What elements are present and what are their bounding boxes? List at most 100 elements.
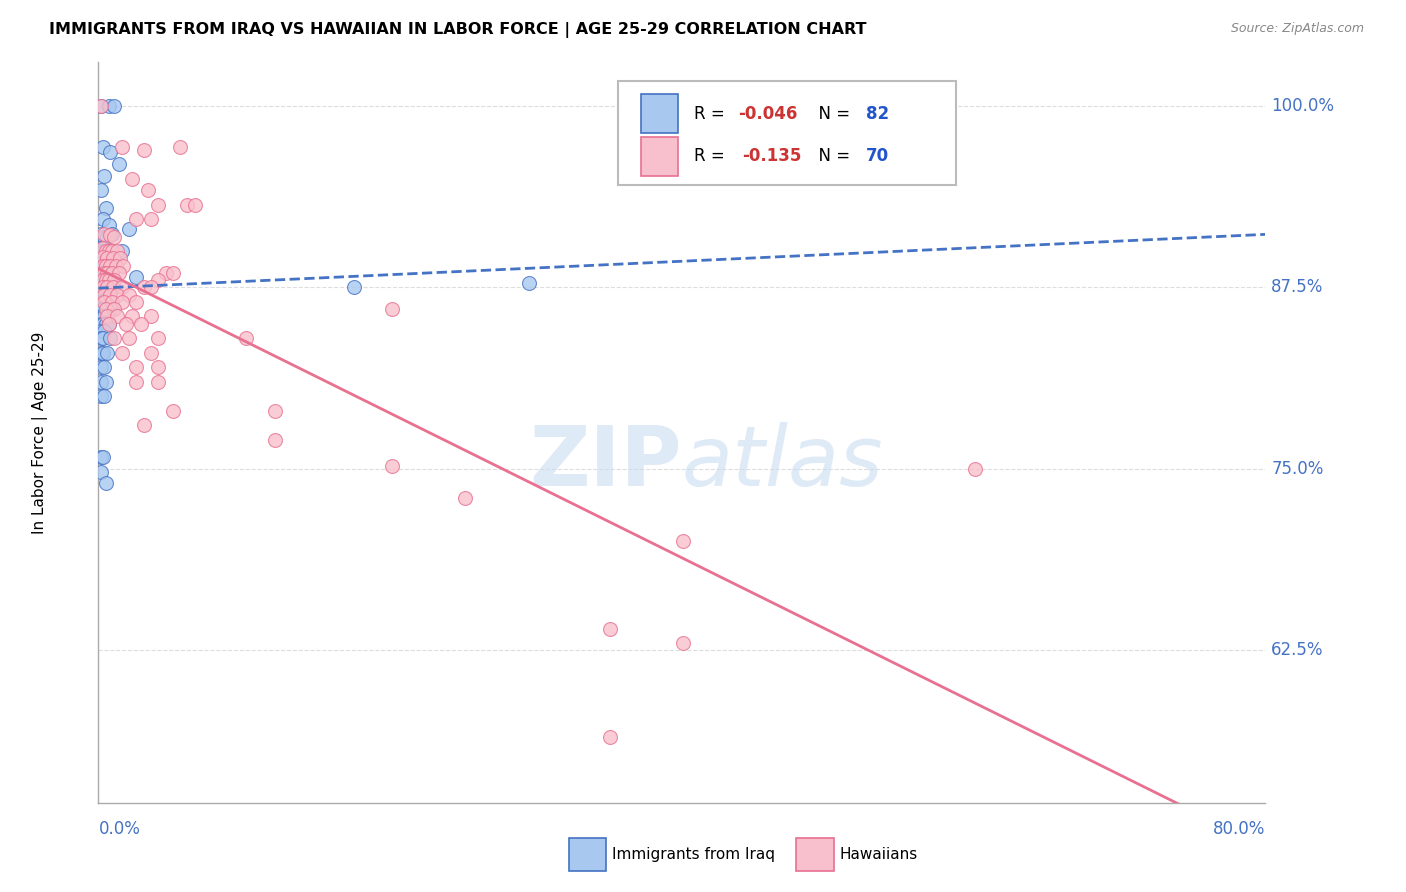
Point [125, 375, 148, 389]
Point [103, 302, 125, 317]
Point [90, 266, 112, 280]
Point [148, 331, 170, 345]
Point [91, 259, 114, 273]
Point [90, 345, 112, 359]
Point [91, 241, 114, 255]
Point [98, 259, 121, 273]
Text: R =: R = [693, 147, 735, 165]
Point [132, 280, 155, 294]
Point [139, 280, 162, 294]
Point [98, 287, 121, 301]
Point [97, 99, 120, 113]
Point [91, 317, 114, 331]
Point [91, 310, 114, 324]
Point [94, 295, 117, 310]
Point [162, 404, 184, 418]
Point [101, 252, 124, 266]
Point [121, 310, 143, 324]
Point [90, 250, 112, 264]
Point [96, 345, 118, 359]
Text: ZIP: ZIP [530, 422, 682, 503]
Text: Source: ZipAtlas.com: Source: ZipAtlas.com [1230, 22, 1364, 36]
Point [169, 139, 191, 153]
Text: 0.0%: 0.0% [98, 821, 141, 838]
Point [129, 317, 152, 331]
Point [91, 295, 114, 310]
Point [91, 268, 114, 282]
Text: In Labor Force | Age 25-29: In Labor Force | Age 25-29 [32, 332, 48, 533]
Text: N =: N = [808, 147, 855, 165]
Point [115, 317, 138, 331]
Point [121, 171, 143, 186]
Point [93, 266, 115, 280]
Point [91, 212, 114, 227]
Point [103, 273, 125, 287]
Point [90, 227, 112, 241]
Point [93, 389, 115, 403]
Text: atlas: atlas [682, 422, 883, 503]
Text: 87.5%: 87.5% [1271, 278, 1323, 296]
Point [105, 244, 128, 259]
Point [94, 476, 117, 491]
Point [125, 360, 148, 375]
Text: 62.5%: 62.5% [1271, 641, 1323, 659]
Point [91, 273, 114, 287]
Point [93, 324, 115, 338]
Point [100, 227, 122, 241]
Point [91, 331, 114, 345]
Point [343, 280, 366, 294]
Point [96, 252, 118, 266]
Point [91, 259, 114, 273]
Point [97, 317, 120, 331]
Point [264, 404, 287, 418]
Point [101, 280, 124, 294]
FancyBboxPatch shape [796, 838, 834, 871]
Point [176, 197, 198, 211]
Text: -0.046: -0.046 [738, 104, 797, 122]
FancyBboxPatch shape [641, 137, 679, 176]
Point [94, 273, 117, 287]
Point [599, 622, 621, 636]
Point [96, 302, 118, 317]
Point [125, 270, 148, 285]
Text: Hawaiians: Hawaiians [839, 847, 918, 863]
Point [105, 310, 128, 324]
Point [93, 273, 115, 287]
Point [97, 266, 120, 280]
Point [98, 331, 121, 345]
Point [90, 317, 112, 331]
Point [90, 324, 112, 338]
Point [94, 280, 117, 294]
Point [111, 345, 134, 359]
Point [91, 450, 114, 465]
Point [91, 273, 114, 287]
Point [96, 273, 118, 287]
Point [90, 389, 112, 403]
Point [90, 465, 112, 479]
Point [97, 317, 120, 331]
Point [103, 229, 125, 244]
Point [98, 145, 121, 160]
Point [91, 345, 114, 359]
Point [94, 259, 117, 273]
Point [108, 266, 131, 280]
Point [672, 534, 695, 549]
Point [90, 183, 112, 197]
Text: 82: 82 [866, 104, 890, 122]
Point [148, 197, 170, 211]
FancyBboxPatch shape [568, 838, 606, 871]
Point [155, 266, 177, 280]
Point [90, 360, 112, 375]
Point [93, 244, 115, 259]
Point [96, 229, 118, 244]
Point [90, 450, 112, 465]
Point [111, 244, 134, 259]
Point [100, 244, 122, 259]
Point [93, 310, 115, 324]
FancyBboxPatch shape [617, 81, 956, 185]
Point [96, 310, 118, 324]
Point [97, 244, 120, 259]
Point [91, 250, 114, 264]
Point [97, 287, 120, 301]
Point [94, 201, 117, 215]
